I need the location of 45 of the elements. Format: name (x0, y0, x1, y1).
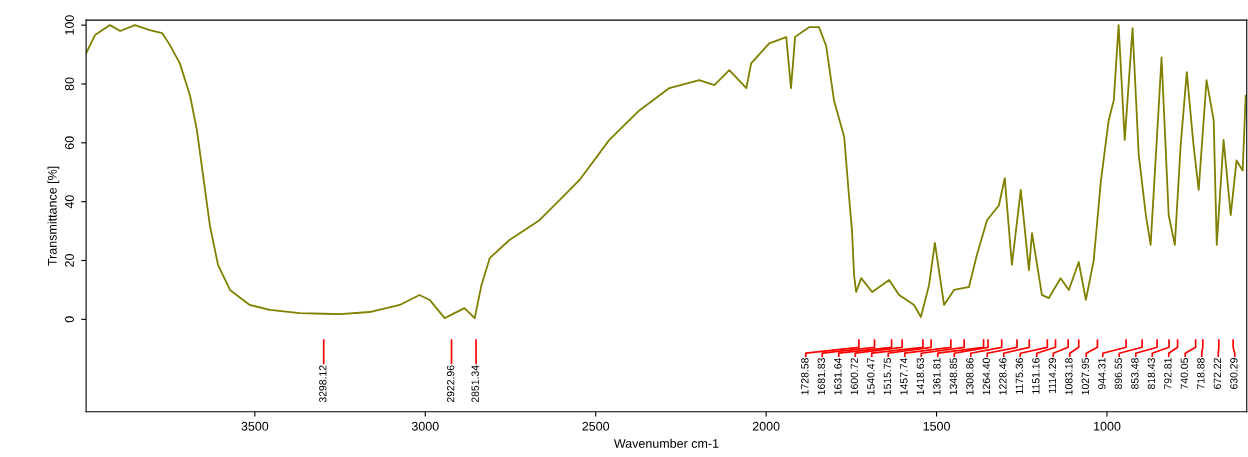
y-tick-label: 100 (65, 15, 74, 35)
annotation: 1228.46 (999, 358, 1007, 395)
y-tick-label: 40 (65, 195, 74, 209)
annotation: 1418.63 (916, 358, 925, 395)
annotation: 1457.74 (900, 357, 908, 395)
annotation: 1361.81 (933, 358, 941, 395)
annotation: 1515.75 (883, 358, 892, 395)
annotation: 818.43 (1147, 358, 1156, 390)
annotation: 740.05 (1180, 358, 1189, 389)
annotation: 1540.47 (867, 358, 875, 395)
annotation: 2922.96 (446, 365, 455, 403)
annotation: 1600.72 (850, 358, 859, 395)
x-tick-label: 1500 (923, 421, 950, 431)
y-tick-label: 60 (65, 136, 74, 150)
y-tick-label: 0 (65, 316, 74, 323)
annotation: 3298.12 (319, 365, 327, 403)
annotation: 1151.16 (1032, 358, 1040, 394)
annotation: 1264.40 (982, 358, 991, 395)
y-axis-title: Transmittance [%] (47, 166, 60, 266)
annotation: 944.31 (1098, 358, 1106, 389)
annotation: 1728.58 (801, 358, 809, 395)
x-tick-label: 3000 (411, 421, 439, 431)
x-axis-title: Wavenumber cm-1 (613, 438, 719, 448)
y-tick-label: 80 (65, 77, 74, 91)
annotation: 718.88 (1197, 358, 1205, 389)
annotation: 1175.36 (1015, 358, 1024, 394)
annotation: 1027.95 (1081, 358, 1090, 395)
annotation: 672.22 (1213, 358, 1222, 389)
annotation: 1681.83 (817, 358, 826, 395)
annotation: 1631.64 (834, 357, 842, 395)
annotation: 1308.86 (966, 358, 974, 395)
annotation: 630.29 (1230, 358, 1238, 389)
x-tick-label: 2000 (752, 421, 780, 431)
annotation: 1114.29 (1048, 358, 1057, 393)
y-tick-label: 20 (65, 254, 74, 267)
annotation: 792.81 (1164, 358, 1172, 389)
annotation: 896.55 (1114, 358, 1123, 390)
x-tick-label: 3500 (241, 421, 269, 431)
annotation: 2851.34 (471, 365, 479, 403)
x-tick-label: 1000 (1094, 421, 1121, 431)
annotation: 1083.18 (1065, 358, 1073, 395)
annotation: 853.48 (1131, 358, 1139, 390)
x-tick-label: 2500 (582, 421, 610, 431)
annotation: 1348.85 (949, 358, 958, 395)
line-series (86, 24, 1247, 320)
